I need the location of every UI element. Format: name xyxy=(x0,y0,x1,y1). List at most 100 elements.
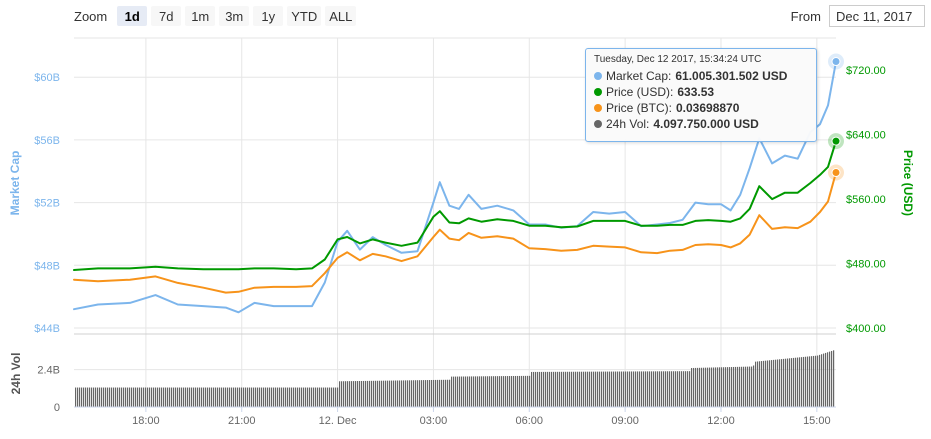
volume-bar xyxy=(491,376,493,407)
volume-bar xyxy=(601,371,603,407)
volume-bar xyxy=(719,367,721,407)
volume-bar xyxy=(687,371,689,407)
volume-bar xyxy=(143,387,145,407)
x-tick-label: 12. Dec xyxy=(319,415,357,427)
volume-bar xyxy=(619,371,621,407)
volume-bar xyxy=(701,367,703,407)
from-date-input[interactable]: Dec 11, 2017 xyxy=(829,5,925,27)
tooltip-label: 24h Vol: xyxy=(606,117,650,131)
series-line-price-usd xyxy=(73,140,837,271)
volume-bar xyxy=(121,387,123,407)
volume-bar xyxy=(773,359,775,407)
volume-bar xyxy=(813,355,815,407)
volume-bar xyxy=(391,380,393,407)
volume-bar xyxy=(699,367,701,407)
volume-bar xyxy=(441,379,443,407)
volume-bar xyxy=(459,376,461,407)
volume-bar xyxy=(415,380,417,407)
volume-bar xyxy=(271,387,273,407)
volume-bar xyxy=(479,376,481,407)
volume-bar xyxy=(791,358,793,407)
zoom-button-ytd[interactable]: YTD xyxy=(287,6,322,26)
volume-bar xyxy=(775,359,777,407)
volume-bar xyxy=(101,387,103,407)
volume-bar xyxy=(581,371,583,407)
volume-bar xyxy=(315,387,317,407)
volume-bar xyxy=(219,387,221,407)
volume-bar xyxy=(309,387,311,407)
volume-bar xyxy=(365,380,367,407)
volume-bar xyxy=(575,371,577,407)
volume-bar xyxy=(751,366,753,407)
volume-bar xyxy=(541,371,543,407)
volume-bar xyxy=(325,387,327,407)
zoom-button-1m[interactable]: 1m xyxy=(185,6,216,26)
volume-bar xyxy=(827,352,829,407)
zoom-button-all[interactable]: ALL xyxy=(325,6,357,26)
volume-bar xyxy=(665,371,667,407)
x-tick-label: 06:00 xyxy=(516,415,544,427)
volume-bar xyxy=(79,387,81,407)
volume-bar xyxy=(469,376,471,407)
volume-bar xyxy=(675,371,677,407)
volume-bar xyxy=(351,381,353,407)
volume-bar xyxy=(777,359,779,407)
volume-bar xyxy=(347,381,349,407)
volume-bar xyxy=(95,387,97,407)
tooltip-value: 61.005.301.502 USD xyxy=(675,69,788,83)
volume-bar xyxy=(215,387,217,407)
volume-bar xyxy=(423,380,425,407)
volume-bar xyxy=(235,387,237,407)
volume-bar xyxy=(787,358,789,407)
volume-bar xyxy=(171,387,173,407)
volume-bar xyxy=(817,355,819,407)
volume-bar xyxy=(125,387,127,407)
volume-bar xyxy=(815,355,817,407)
volume-bar xyxy=(349,381,351,407)
zoom-button-1d[interactable]: 1d xyxy=(117,6,148,26)
volume-bar xyxy=(169,387,171,407)
zoom-button-7d[interactable]: 7d xyxy=(151,6,182,26)
volume-bar xyxy=(505,376,507,407)
volume-bar xyxy=(617,371,619,407)
volume-bar xyxy=(269,387,271,407)
volume-bar xyxy=(659,371,661,407)
zoom-button-1y[interactable]: 1y xyxy=(253,6,284,26)
volume-bar xyxy=(539,371,541,407)
volume-bar xyxy=(663,371,665,407)
volume-bar xyxy=(231,387,233,407)
volume-bar xyxy=(661,371,663,407)
volume-bar xyxy=(291,387,293,407)
volume-bar xyxy=(715,367,717,407)
volume-bar xyxy=(329,387,331,407)
y-left-axis-title: Market Cap xyxy=(8,151,22,216)
volume-bar xyxy=(385,380,387,407)
volume-bar xyxy=(467,376,469,407)
volume-bar xyxy=(489,376,491,407)
volume-bar xyxy=(267,387,269,407)
volume-bar xyxy=(417,380,419,407)
zoom-button-3m[interactable]: 3m xyxy=(219,6,250,26)
volume-bar xyxy=(711,367,713,407)
volume-bar xyxy=(747,366,749,407)
volume-bar xyxy=(425,380,427,407)
tooltip-label: Price (USD): xyxy=(606,85,674,99)
volume-bar xyxy=(707,367,709,407)
volume-bar xyxy=(435,379,437,407)
volume-bar xyxy=(293,387,295,407)
volume-bar xyxy=(173,387,175,407)
volume-bar xyxy=(431,379,433,407)
volume-bar xyxy=(439,379,441,407)
volume-bar xyxy=(205,387,207,407)
volume-bar xyxy=(621,371,623,407)
volume-bar xyxy=(357,381,359,407)
tooltip-row-market-cap: Market Cap: 61.005.301.502 USD xyxy=(594,68,808,84)
volume-bar xyxy=(565,371,567,407)
volume-bar xyxy=(515,375,517,407)
volume-bar xyxy=(475,376,477,407)
volume-bar xyxy=(561,371,563,407)
volume-bar xyxy=(341,381,343,407)
tooltip-row-price-btc: Price (BTC): 0.03698870 xyxy=(594,100,808,116)
volume-bar xyxy=(195,387,197,407)
volume-bar xyxy=(693,367,695,407)
